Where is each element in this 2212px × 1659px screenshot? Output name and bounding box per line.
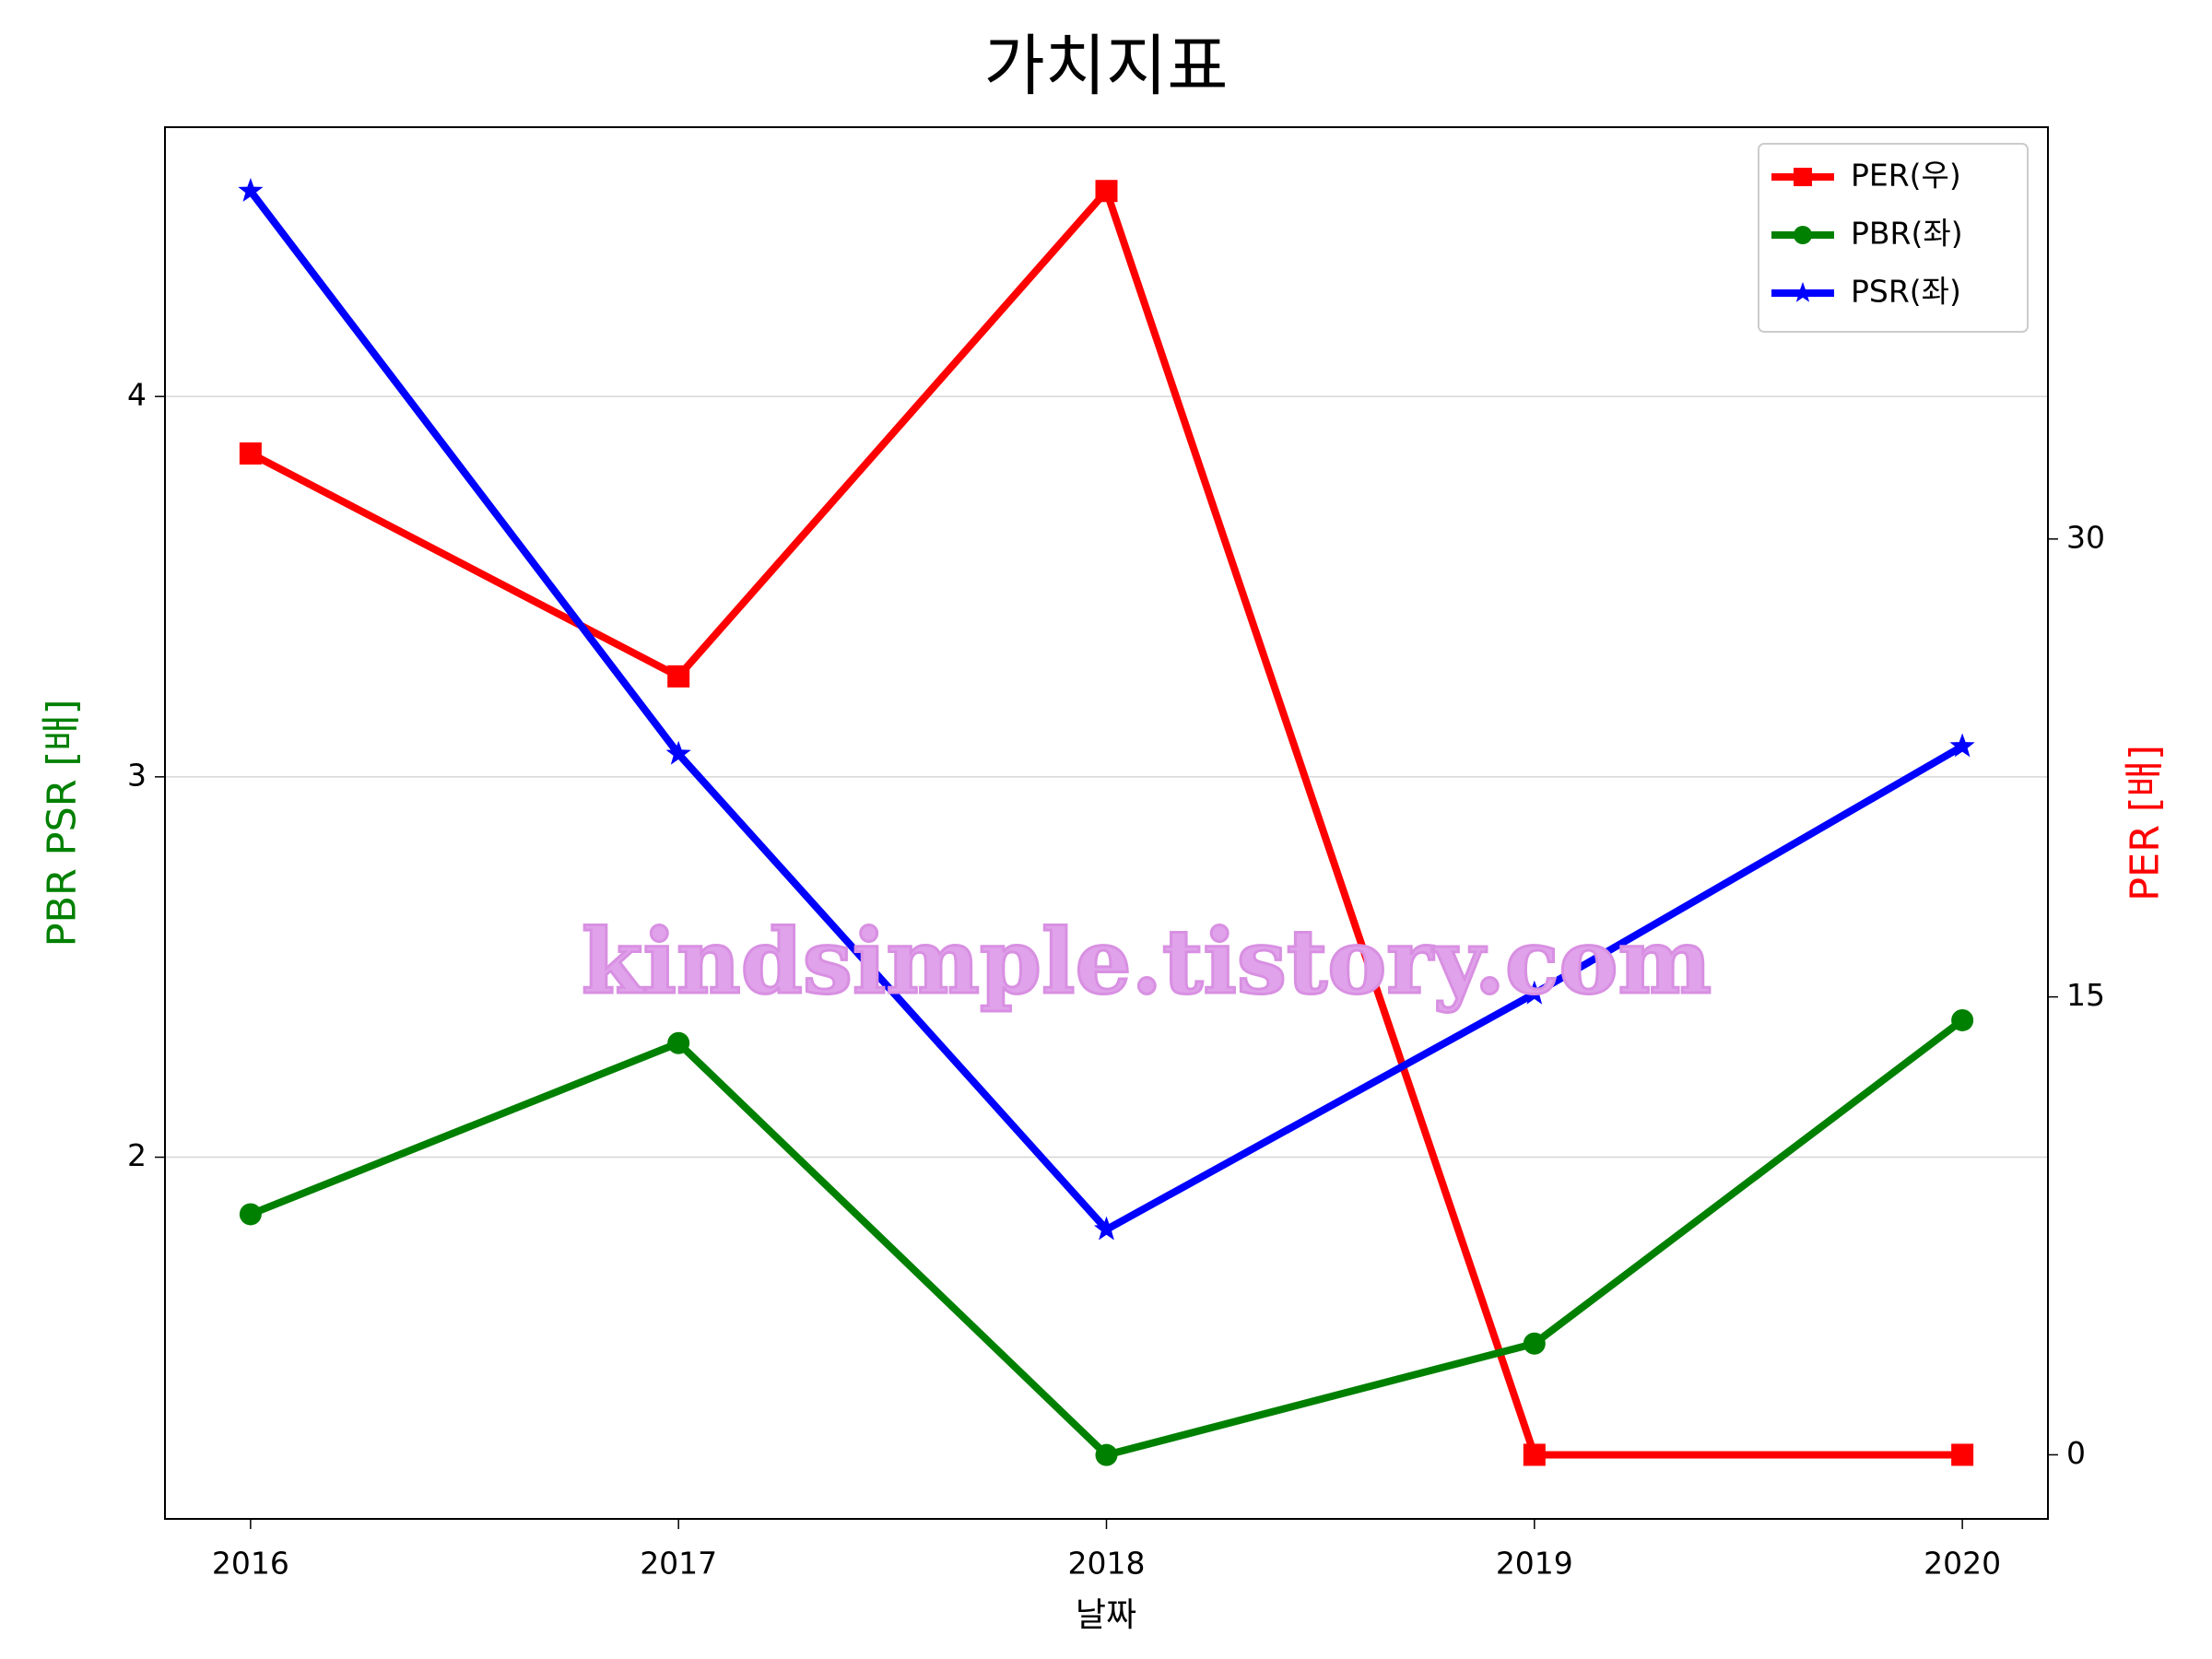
data-point: [239, 442, 262, 465]
x-tick-label: 2020: [1924, 1546, 2001, 1582]
x-tick-label: 2017: [640, 1546, 717, 1582]
data-point: [1949, 733, 1975, 758]
data-point: [239, 1203, 262, 1226]
data-point: [238, 178, 264, 202]
x-axis-label: 날짜: [1076, 1596, 1136, 1634]
x-tick-label: 2019: [1496, 1546, 1573, 1582]
legend-marker: [1794, 226, 1812, 244]
y-tick-label: 4: [127, 377, 147, 413]
y2-axis-label: PER [배]: [2123, 745, 2169, 901]
legend-box: [1758, 143, 2029, 333]
y-tick-label: 3: [127, 757, 147, 793]
data-point: [1951, 1008, 1974, 1031]
y2-tick-label: 15: [2066, 977, 2105, 1013]
data-point: [667, 665, 690, 688]
data-point: [1523, 1443, 1546, 1466]
data-point: [667, 1031, 690, 1054]
y2-tick-label: 0: [2066, 1435, 2086, 1471]
data-point: [1522, 980, 1547, 1005]
legend-label: PBR(좌): [1851, 216, 1963, 252]
data-point: [1951, 1443, 1974, 1466]
legend-label: PSR(좌): [1851, 274, 1961, 310]
legend: PER(우) PBR(좌) PSR(좌): [1758, 143, 2029, 333]
data-point: [1095, 1443, 1118, 1466]
y-axis-label: PBR PSR [배]: [40, 700, 86, 947]
legend-marker: [1792, 281, 1814, 302]
plot-frame: [164, 126, 2049, 1520]
data-point: [665, 740, 691, 765]
data-point: [1523, 1332, 1546, 1355]
y2-tick-label: 30: [2066, 519, 2105, 555]
legend-marker: [1794, 168, 1812, 186]
chart-title: 가치지표: [984, 28, 1229, 105]
watermark: kindsimple.tistory.com: [582, 910, 1712, 1014]
data-point: [1093, 1216, 1120, 1241]
x-tick-label: 2016: [212, 1546, 289, 1582]
data-point: [1095, 180, 1118, 203]
x-tick-label: 2018: [1068, 1546, 1146, 1582]
y-tick-label: 2: [127, 1137, 147, 1173]
legend-label: PER(우): [1851, 158, 1961, 194]
